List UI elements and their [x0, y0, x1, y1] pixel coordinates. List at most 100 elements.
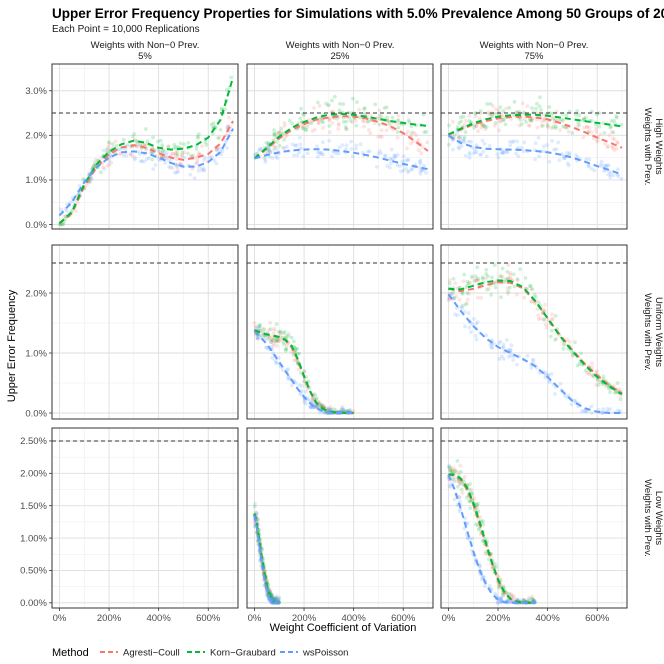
data-point — [536, 313, 541, 318]
data-point — [500, 149, 505, 154]
data-point — [267, 146, 272, 151]
data-point — [276, 597, 281, 602]
data-point — [327, 116, 332, 121]
data-point — [400, 159, 405, 164]
data-point — [454, 469, 458, 474]
data-point — [388, 161, 393, 166]
data-point — [276, 598, 281, 603]
data-point — [583, 115, 588, 120]
data-point — [472, 279, 477, 283]
data-point — [539, 119, 544, 124]
data-point — [618, 397, 623, 402]
data-point — [113, 139, 118, 144]
data-point — [297, 383, 302, 387]
legend: Method Agresti−Coull Korn−Graubard wsPoiss… — [52, 647, 348, 659]
data-point — [467, 150, 472, 155]
data-point — [160, 143, 165, 147]
data-point — [330, 154, 334, 159]
data-point — [267, 335, 272, 340]
data-point — [131, 134, 135, 139]
data-point — [508, 600, 513, 605]
data-point — [556, 118, 560, 122]
data-point — [468, 280, 473, 285]
data-point — [530, 287, 535, 291]
data-point — [589, 404, 594, 409]
data-point — [365, 149, 370, 154]
data-point — [110, 142, 115, 146]
data-point — [529, 365, 534, 370]
data-point — [362, 124, 366, 129]
data-point — [108, 153, 113, 158]
data-point — [476, 527, 481, 532]
data-point — [586, 371, 591, 375]
data-point — [617, 387, 622, 391]
data-point — [165, 150, 169, 155]
data-point — [405, 170, 410, 175]
data-point — [263, 157, 268, 162]
data-point — [388, 156, 393, 161]
data-point — [504, 598, 509, 603]
data-point — [277, 130, 282, 135]
data-point — [194, 147, 199, 151]
data-point — [485, 102, 490, 106]
data-point — [480, 277, 485, 281]
data-point — [464, 285, 469, 290]
data-point — [275, 597, 280, 601]
data-point — [268, 149, 273, 154]
data-point — [508, 271, 513, 275]
data-point — [460, 291, 465, 296]
data-point — [539, 124, 544, 128]
data-point — [511, 139, 516, 144]
data-point — [128, 152, 133, 156]
data-point — [546, 125, 551, 130]
data-point — [509, 343, 514, 348]
legend-label: wsPoisson — [302, 648, 348, 659]
data-point — [406, 118, 411, 123]
data-point — [561, 347, 566, 351]
data-point — [465, 495, 469, 500]
data-point — [304, 128, 309, 133]
data-point — [138, 159, 143, 164]
data-point — [477, 565, 482, 569]
data-point — [172, 142, 177, 147]
data-point — [619, 177, 624, 181]
data-point — [212, 158, 217, 163]
data-point — [541, 144, 546, 149]
data-point — [406, 158, 411, 163]
data-point — [577, 113, 582, 117]
data-point — [272, 328, 277, 333]
data-point — [459, 119, 464, 124]
x-tick-label: 400% — [535, 613, 560, 624]
data-point — [218, 127, 223, 132]
data-point — [501, 342, 506, 347]
data-point — [453, 312, 457, 317]
data-point — [256, 336, 260, 341]
data-point — [68, 200, 72, 205]
data-point — [582, 116, 586, 121]
data-point — [409, 124, 414, 129]
data-point — [481, 574, 486, 579]
data-point — [299, 389, 304, 393]
data-point — [349, 139, 354, 144]
data-point — [474, 278, 479, 283]
data-point — [424, 171, 428, 175]
data-point — [566, 163, 571, 168]
data-point — [602, 130, 607, 135]
data-point — [321, 411, 326, 415]
data-point — [267, 148, 271, 153]
data-point — [491, 104, 495, 108]
data-point — [258, 322, 262, 327]
data-point — [499, 151, 504, 156]
x-tick-label: 200% — [486, 613, 511, 624]
data-point — [101, 165, 106, 170]
x-tick-label: 400% — [341, 613, 366, 624]
data-point — [174, 150, 178, 155]
data-point — [559, 117, 564, 122]
data-point — [373, 102, 378, 107]
data-point — [478, 111, 483, 116]
data-point — [495, 600, 500, 605]
data-point — [410, 167, 414, 172]
data-point — [457, 146, 462, 151]
data-point — [472, 125, 477, 130]
data-point — [498, 577, 503, 582]
